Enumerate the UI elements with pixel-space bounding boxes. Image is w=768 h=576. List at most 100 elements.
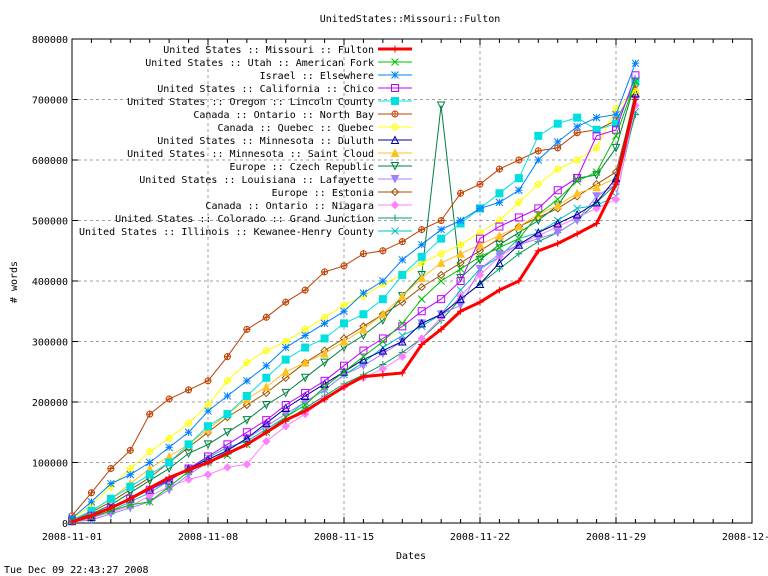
data-point [592,182,601,192]
data-point [457,307,465,315]
data-point [146,410,154,418]
data-point [398,319,407,328]
data-point [262,361,271,370]
legend-item: United States :: Minnesota :: Duluth [157,135,412,147]
legend-item: United States :: Illinois :: Kewanee-Hen… [79,227,412,238]
data-point [281,410,291,419]
data-point [515,198,523,206]
data-point [321,313,329,321]
data-point [533,234,543,244]
data-point [379,337,387,346]
data-point [514,213,523,222]
data-point [340,361,348,370]
data-point [320,358,329,368]
data-point [243,376,251,385]
data-point [378,309,388,319]
timestamp: Tue Dec 09 22:43:27 2008 [4,565,149,576]
legend-label: United States :: Minnesota :: Saint Clou… [127,149,374,160]
data-point [243,325,251,333]
data-point [262,416,271,425]
legend-marker [391,227,399,235]
data-point [456,294,465,304]
data-point [87,497,96,506]
data-point [223,353,231,361]
data-point [592,204,601,213]
legend-marker [390,162,400,171]
data-point [262,313,270,321]
legend-item: United States :: Missouri :: Fulton [163,45,412,56]
legend-item: United States :: Oregon :: Lincoln Count… [127,97,412,108]
data-point [573,230,581,238]
data-point [340,301,348,309]
data-point [456,286,465,294]
data-point [378,295,387,304]
data-point [592,197,601,207]
legend-item: Europe :: Czech Republic [230,162,412,173]
data-point [397,291,407,301]
data-point [398,270,407,279]
data-point [126,446,134,454]
data-point [262,373,271,382]
legend-marker [390,187,400,197]
data-point [321,395,329,403]
data-point [514,174,523,183]
legend-label: Canada :: Quebec :: Quebec [217,123,374,134]
data-point [417,282,426,292]
data-point [417,273,427,282]
data-point [573,113,582,122]
data-point [611,195,621,204]
data-point [554,239,562,247]
data-point [417,307,426,316]
data-point [378,345,388,355]
data-point [203,440,213,449]
data-point [242,460,252,469]
legend-label: Europe :: Estonia [272,188,374,199]
data-point [204,401,212,409]
data-point [242,391,251,400]
data-point [204,422,212,431]
data-point [262,437,271,446]
data-point [592,192,601,201]
data-point [223,377,231,385]
data-point [398,255,407,264]
series-2 [68,59,640,523]
data-point [145,470,154,479]
data-point [145,497,154,506]
legend-item: United States :: California :: Chico [157,84,412,95]
data-point [126,495,134,503]
data-point [456,301,465,310]
legend-marker [391,58,399,66]
data-point [359,352,368,361]
data-point [592,113,601,122]
data-point [320,319,329,328]
legend-label: United States :: Colorado :: Grand Junct… [115,214,374,225]
data-point [553,228,563,238]
data-point [204,407,212,415]
data-point [495,189,504,198]
data-point [165,443,173,452]
data-point [456,265,465,273]
data-point [204,459,212,466]
y-tick-label: 300000 [32,338,68,349]
series-line [71,81,636,522]
data-point [184,475,193,484]
legend-marker [390,200,400,210]
data-point [340,307,348,316]
data-point [572,188,582,198]
data-point [495,240,504,250]
data-point [631,77,640,86]
data-point [320,376,329,385]
data-point [553,119,562,128]
data-point [165,474,173,482]
data-point [476,298,484,306]
data-point [223,428,232,437]
y-tick-label: 600000 [32,156,68,167]
data-point [300,358,310,367]
data-point [165,482,173,491]
data-point [475,240,485,249]
data-point [301,325,309,333]
data-point [573,156,581,164]
data-point [554,165,562,173]
data-point [300,373,310,383]
y-tick-label: 800000 [32,35,68,46]
